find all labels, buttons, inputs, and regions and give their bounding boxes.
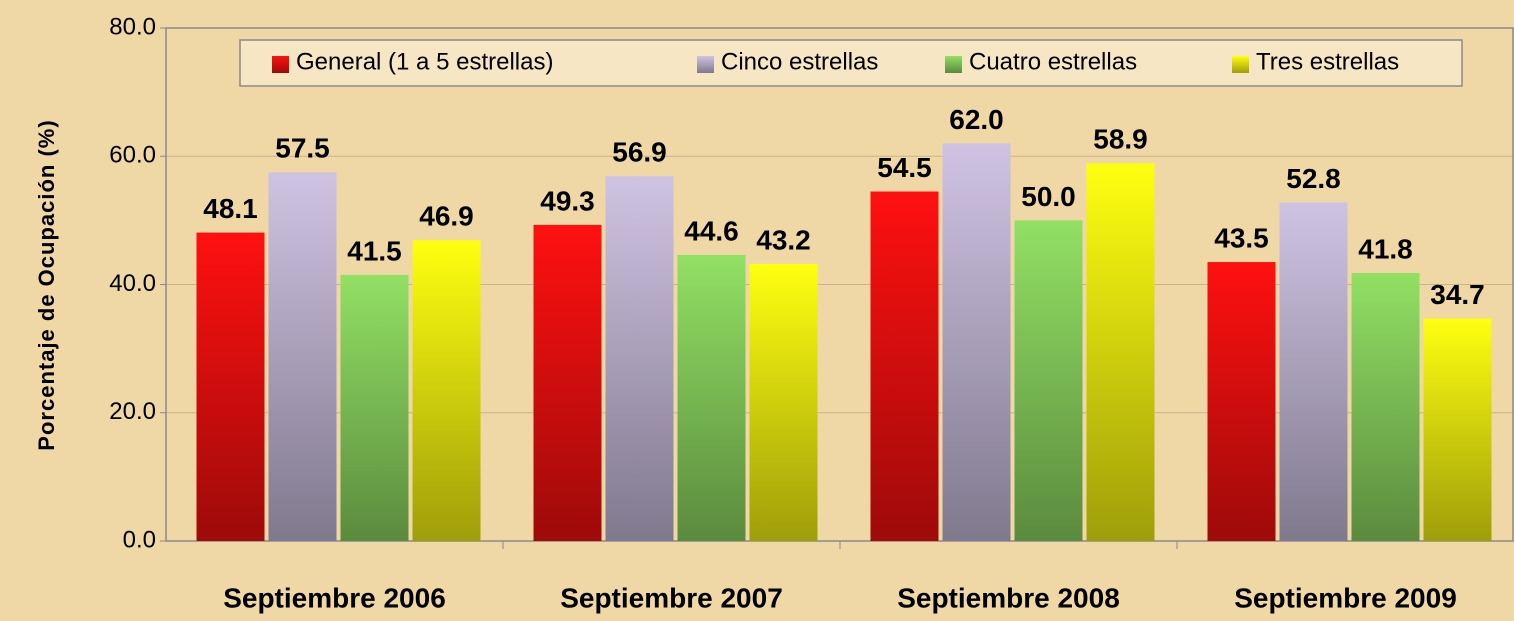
bar xyxy=(196,232,265,541)
bar xyxy=(1351,272,1420,541)
bar xyxy=(412,240,481,541)
legend-label: Cuatro estrellas xyxy=(969,48,1137,75)
y-tick-label: 60.0 xyxy=(109,142,156,169)
legend-swatch xyxy=(272,56,289,73)
data-label: 48.1 xyxy=(203,193,258,224)
y-axis-title: Porcentaje de Ocupación (%) xyxy=(34,119,59,450)
data-label: 57.5 xyxy=(275,133,330,164)
data-label: 54.5 xyxy=(877,152,932,183)
bar xyxy=(605,176,674,541)
y-tick-label: 0.0 xyxy=(123,526,156,553)
bar xyxy=(533,224,602,541)
bar xyxy=(677,255,746,541)
data-label: 56.9 xyxy=(612,137,667,168)
x-tick-label: Septiembre 2008 xyxy=(897,582,1120,613)
bar xyxy=(749,263,818,541)
data-label: 41.5 xyxy=(347,235,402,266)
bar xyxy=(1014,220,1083,541)
data-label: 49.3 xyxy=(540,185,595,216)
x-tick-label: Septiembre 2009 xyxy=(1234,582,1457,613)
bar xyxy=(340,274,409,541)
y-tick-label: 20.0 xyxy=(109,398,156,425)
data-label: 50.0 xyxy=(1021,181,1076,212)
x-tick-label: Septiembre 2007 xyxy=(560,582,783,613)
data-label: 62.0 xyxy=(949,104,1004,135)
bar xyxy=(1279,202,1348,542)
bar xyxy=(1086,163,1155,541)
data-label: 41.8 xyxy=(1358,233,1413,264)
data-label: 43.2 xyxy=(756,224,811,255)
legend-swatch xyxy=(697,56,714,73)
data-label: 46.9 xyxy=(419,201,474,232)
legend-label: Cinco estrellas xyxy=(721,48,878,75)
data-label: 52.8 xyxy=(1286,163,1341,194)
x-tick-label: Septiembre 2006 xyxy=(223,582,446,613)
bar xyxy=(942,143,1011,542)
bar xyxy=(870,191,939,542)
data-label: 43.5 xyxy=(1214,222,1269,253)
legend-swatch xyxy=(1232,56,1249,73)
legend-label: General (1 a 5 estrellas) xyxy=(296,48,553,75)
legend-label: Tres estrellas xyxy=(1256,48,1399,75)
data-label: 58.9 xyxy=(1093,124,1148,155)
bar xyxy=(1207,262,1276,541)
y-tick-label: 80.0 xyxy=(109,13,156,40)
data-label: 44.6 xyxy=(684,215,739,246)
y-tick-label: 40.0 xyxy=(109,270,156,297)
bar xyxy=(1423,318,1492,541)
data-label: 34.7 xyxy=(1430,279,1485,310)
legend-swatch xyxy=(945,56,962,73)
legend xyxy=(239,39,1463,87)
bar xyxy=(268,172,337,541)
